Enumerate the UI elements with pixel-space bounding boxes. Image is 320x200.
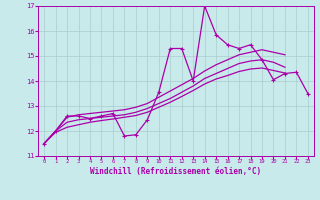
X-axis label: Windchill (Refroidissement éolien,°C): Windchill (Refroidissement éolien,°C) bbox=[91, 167, 261, 176]
